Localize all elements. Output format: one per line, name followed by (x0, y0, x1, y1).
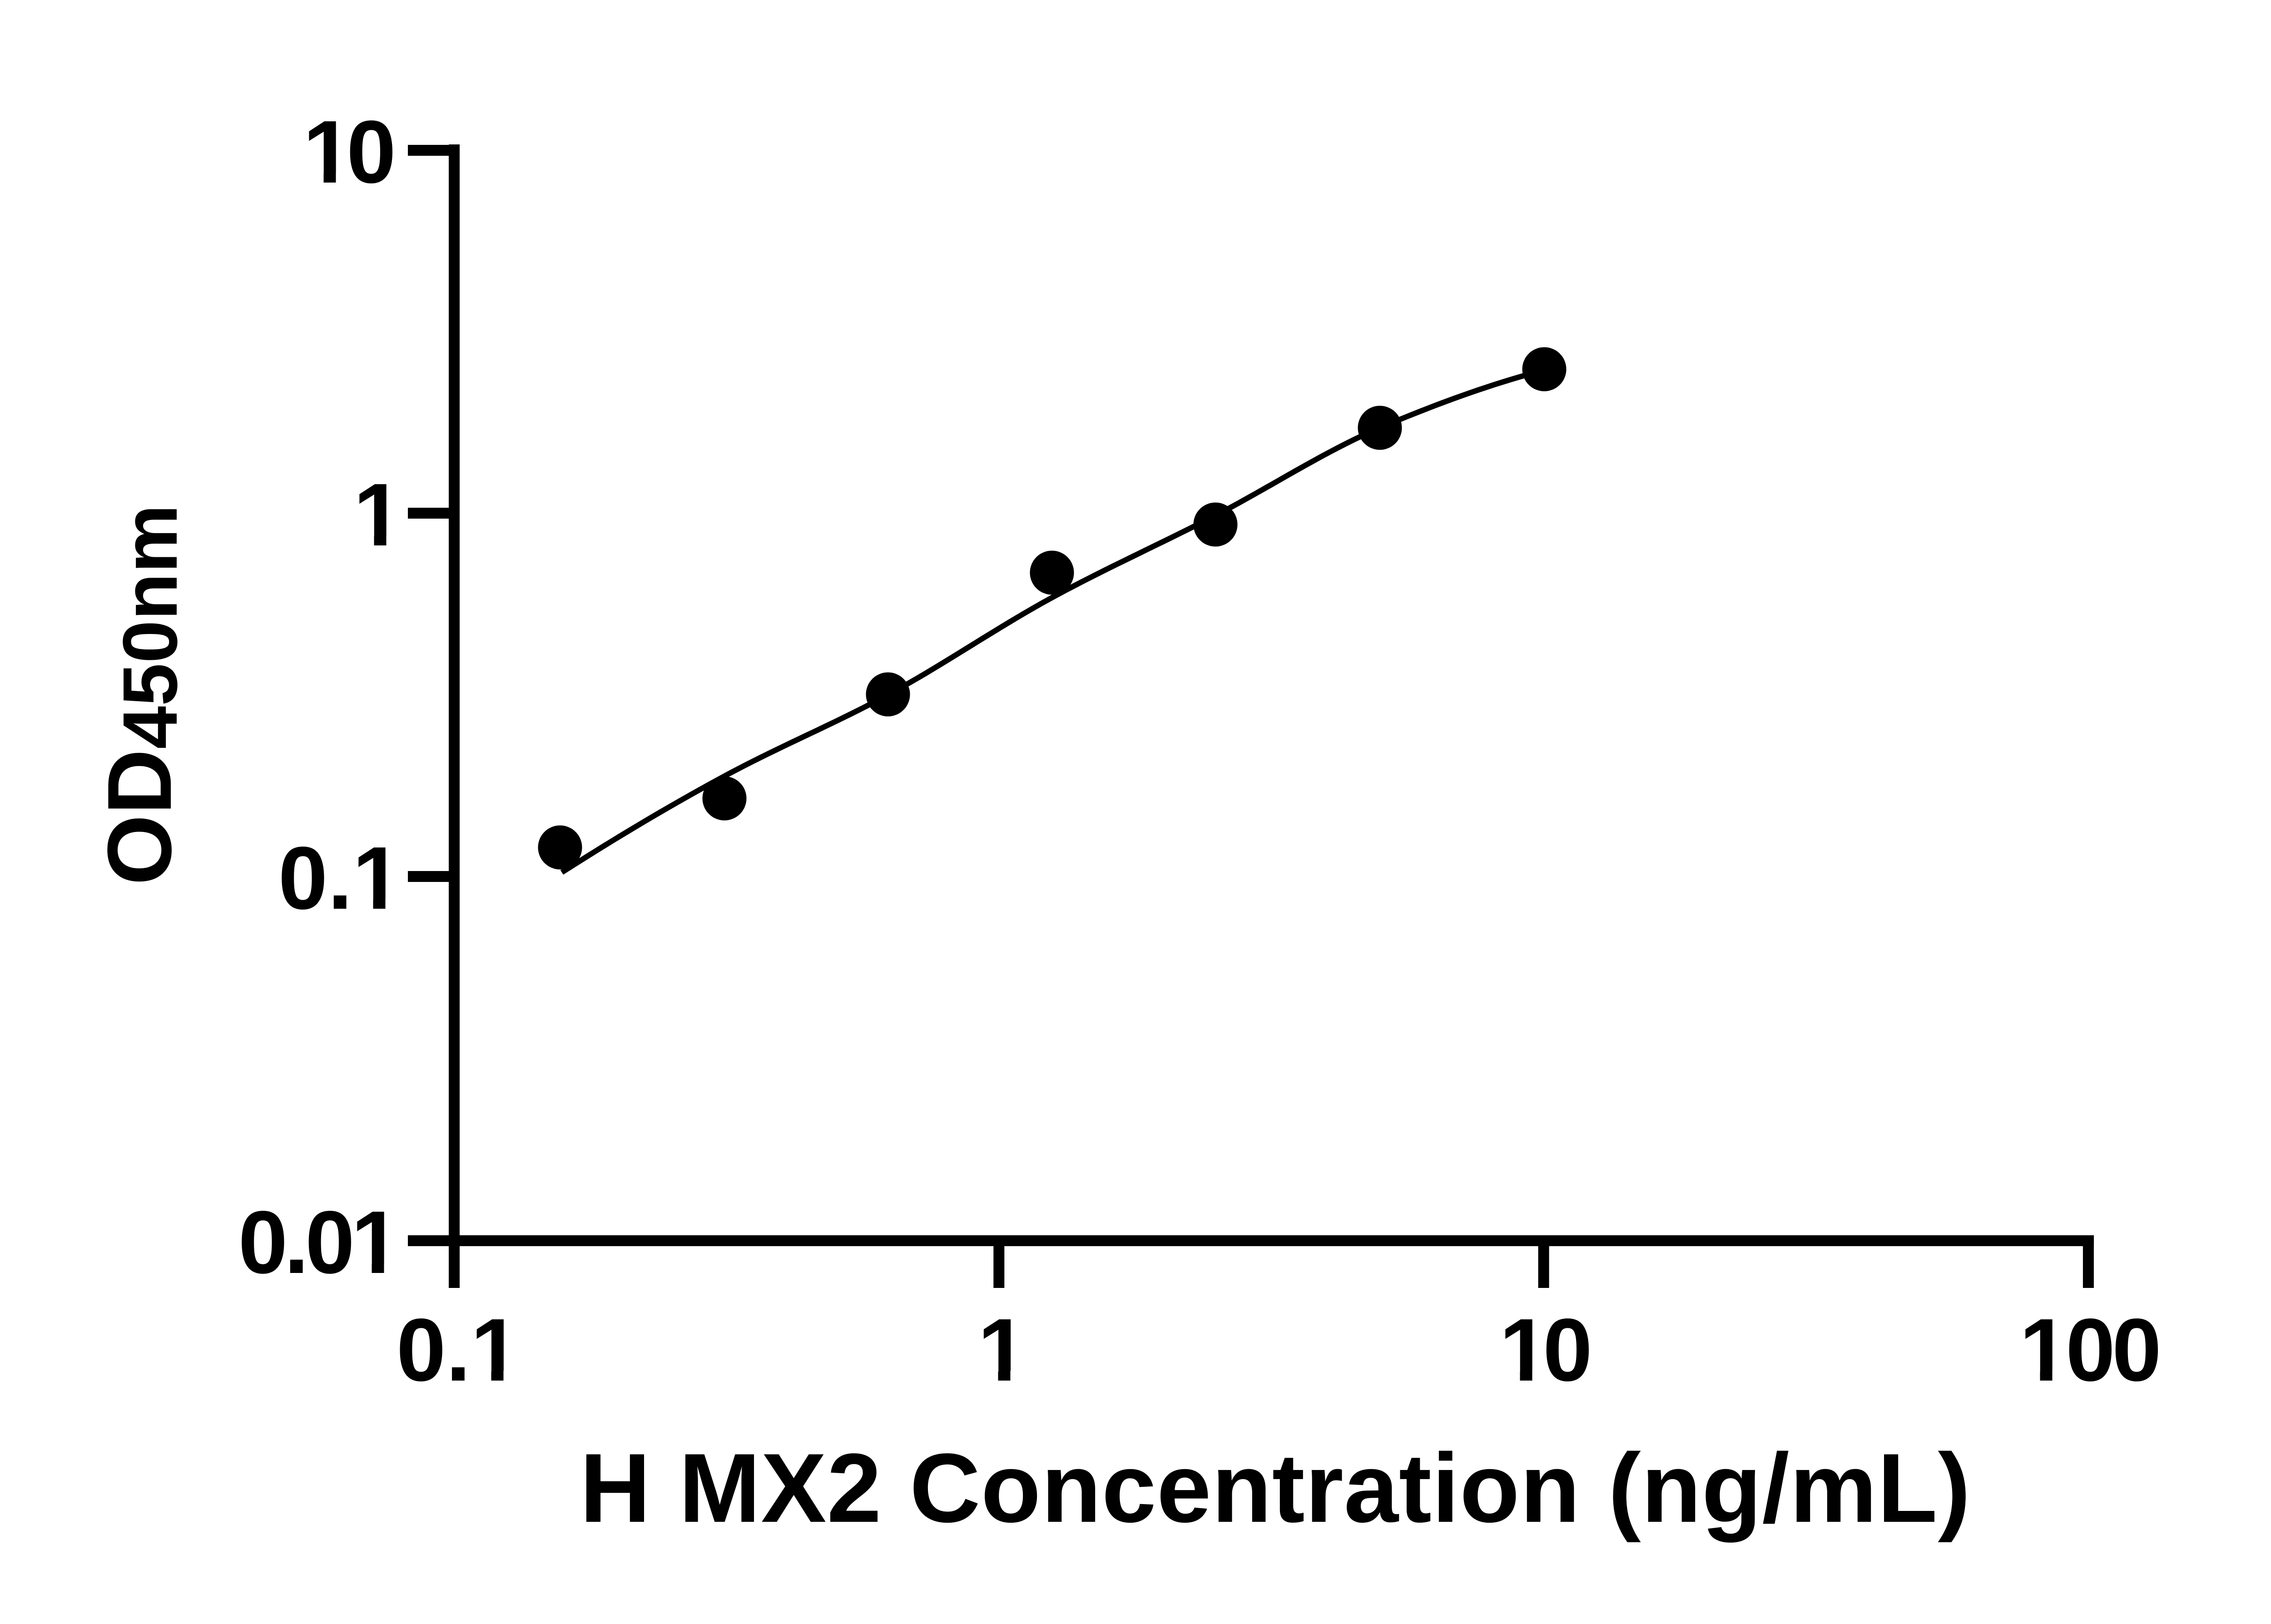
svg-text:0.1: 0.1 (397, 1300, 520, 1400)
svg-text:0.01: 0.01 (238, 1193, 398, 1292)
svg-text:H MX2 Concentration (ng/mL): H MX2 Concentration (ng/mL) (580, 1433, 1971, 1543)
svg-text:10: 10 (1499, 1300, 1589, 1400)
svg-text:100: 100 (2019, 1300, 2158, 1400)
svg-text:10: 10 (303, 102, 392, 202)
svg-text:OD450nm: OD450nm (89, 505, 193, 886)
svg-text:1: 1 (977, 1300, 1027, 1400)
svg-text:1: 1 (353, 465, 403, 564)
svg-text:0.1: 0.1 (278, 828, 402, 928)
